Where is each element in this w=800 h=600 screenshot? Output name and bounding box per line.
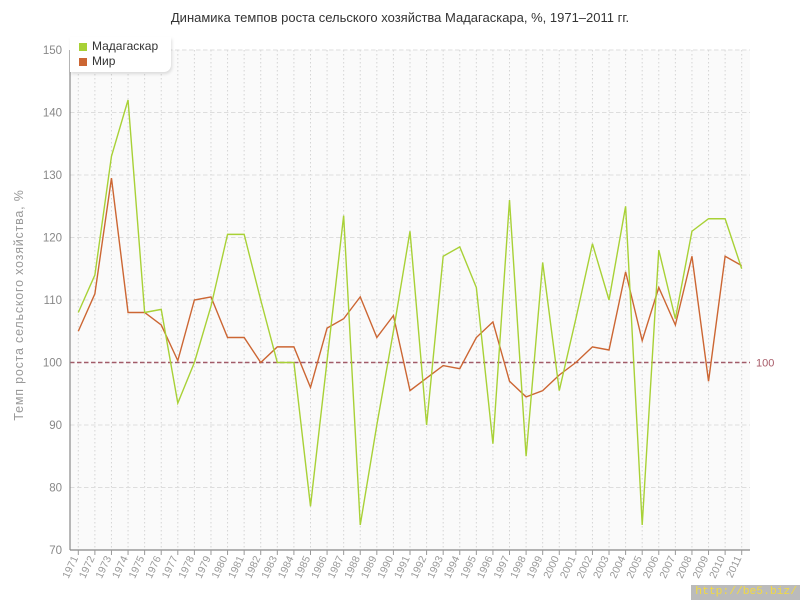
svg-text:110: 110 <box>44 295 62 307</box>
svg-text:140: 140 <box>43 108 62 120</box>
svg-text:100: 100 <box>756 358 774 370</box>
svg-text:100: 100 <box>43 358 62 370</box>
svg-text:150: 150 <box>43 45 62 57</box>
svg-text:120: 120 <box>43 233 62 245</box>
svg-text:2011: 2011 <box>724 554 744 580</box>
svg-text:130: 130 <box>43 170 62 182</box>
svg-text:2010: 2010 <box>707 554 728 580</box>
svg-text:70: 70 <box>49 545 62 557</box>
svg-text:90: 90 <box>49 420 62 432</box>
svg-text:80: 80 <box>49 483 62 495</box>
